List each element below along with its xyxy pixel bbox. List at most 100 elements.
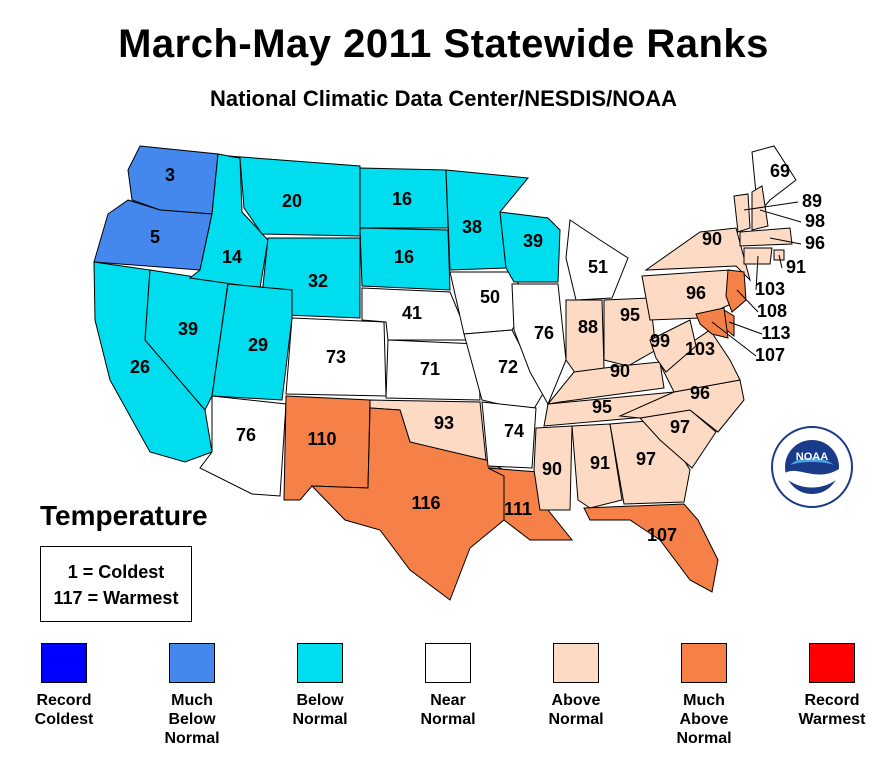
legend-item-above: Above Normal — [516, 643, 636, 729]
rank-label-alabama: 91 — [590, 453, 610, 473]
legend-item-record-warmest: Record Warmest — [772, 643, 887, 729]
rank-label-new-jersey: 108 — [757, 301, 787, 321]
rank-label-ohio: 95 — [620, 305, 640, 325]
map-subtitle: National Climatic Data Center/NESDIS/NOA… — [210, 86, 677, 111]
rank-label-idaho: 14 — [222, 247, 242, 267]
rank-label-michigan: 51 — [588, 257, 608, 277]
noaa-logo-text: NOAA — [796, 451, 828, 463]
rank-label-california: 26 — [130, 357, 150, 377]
state-virginia — [659, 329, 741, 393]
rank-label-florida: 107 — [647, 525, 677, 545]
rank-label-louisiana: 111 — [504, 499, 532, 519]
rank-label-vermont: 89 — [802, 191, 822, 211]
rank-label-west-virginia: 99 — [650, 331, 670, 351]
legend-label: Much Above Normal — [676, 692, 732, 747]
leader-line-vermont — [743, 201, 799, 211]
rank-label-colorado: 73 — [326, 347, 346, 367]
state-new-york — [644, 227, 751, 282]
legend-swatch — [553, 643, 599, 683]
state-mississippi — [533, 425, 573, 511]
state-massachusetts — [739, 227, 793, 247]
legend-item-much-above: Much Above Normal — [644, 643, 764, 748]
rank-label-rhode-island: 91 — [786, 257, 806, 277]
rank-label-kentucky: 90 — [610, 361, 630, 381]
map-title: March-May 2011 Statewide Ranks — [118, 22, 769, 66]
legend-label: Above Normal — [548, 692, 604, 728]
rank-label-kansas: 71 — [420, 359, 440, 379]
leader-line-massachusetts — [769, 237, 802, 245]
leader-line-new-hampshire — [759, 209, 802, 223]
legend-label: Record Warmest — [798, 692, 866, 728]
scale-low-label: 1 = Coldest — [67, 562, 165, 582]
rank-label-missouri: 72 — [498, 357, 518, 377]
rank-label-new-mexico: 110 — [307, 429, 336, 449]
rank-label-nebraska: 41 — [402, 303, 422, 323]
rank-label-north-carolina: 96 — [690, 383, 710, 403]
state-vermont — [733, 193, 751, 233]
rank-label-south-dakota: 16 — [394, 247, 414, 267]
rank-label-illinois: 76 — [534, 323, 554, 343]
state-texas — [310, 407, 505, 601]
rank-label-arkansas: 74 — [504, 421, 524, 441]
rank-label-connecticut: 103 — [755, 279, 785, 299]
state-arizona — [199, 395, 287, 497]
rank-label-washington: 3 — [165, 165, 175, 185]
temperature-heading: Temperature — [40, 500, 208, 531]
state-ohio — [603, 297, 657, 367]
legend-swatch — [169, 643, 215, 683]
rank-label-virginia: 103 — [685, 339, 715, 359]
rank-label-massachusetts: 96 — [805, 233, 825, 253]
legend-label: Near Normal — [420, 692, 476, 728]
rank-label-tennessee: 95 — [592, 397, 612, 417]
rank-label-south-carolina: 97 — [670, 417, 690, 437]
leader-line-new-jersey — [736, 289, 759, 313]
noaa-logo-icon: NOAA — [771, 426, 853, 508]
rank-label-georgia: 97 — [636, 449, 656, 469]
legend-swatch — [297, 643, 343, 683]
rank-label-montana: 20 — [282, 191, 302, 211]
state-wisconsin — [499, 211, 561, 283]
rank-label-nevada: 39 — [178, 319, 198, 339]
state-maryland — [695, 307, 729, 339]
legend-label: Much Below Normal — [164, 692, 220, 747]
state-montana — [227, 155, 361, 237]
rank-label-texas: 116 — [411, 493, 440, 513]
state-alabama — [571, 423, 623, 509]
state-arkansas — [481, 401, 537, 469]
legend-swatch — [809, 643, 855, 683]
rank-label-wisconsin: 39 — [523, 231, 543, 251]
legend-label: Below Normal — [292, 692, 348, 728]
rank-label-mississippi: 90 — [542, 459, 562, 479]
rank-label-maine: 69 — [770, 161, 790, 181]
state-florida — [583, 503, 719, 593]
state-kansas — [385, 339, 481, 401]
leader-line-connecticut — [755, 255, 759, 291]
legend-item-below: Below Normal — [260, 643, 380, 729]
legend-swatch — [41, 643, 87, 683]
state-missouri — [463, 329, 545, 413]
rank-label-pennsylvania: 96 — [686, 283, 706, 303]
state-utah — [211, 283, 293, 401]
legend-label: Record Coldest — [34, 692, 94, 728]
rank-label-utah: 29 — [248, 335, 268, 355]
leader-line-maryland — [711, 321, 757, 357]
rank-label-oregon: 5 — [150, 227, 160, 247]
rank-label-oklahoma: 93 — [434, 413, 454, 433]
rank-label-new-hampshire: 98 — [805, 211, 825, 231]
rank-label-indiana: 88 — [578, 317, 598, 337]
rank-label-wyoming: 32 — [308, 271, 328, 291]
state-south-dakota — [359, 227, 451, 291]
rank-label-new-york: 90 — [702, 229, 722, 249]
rank-label-delaware: 113 — [761, 323, 790, 343]
legend-swatch — [425, 643, 471, 683]
rank-label-maryland: 107 — [755, 345, 785, 365]
state-west-virginia — [649, 319, 697, 373]
rank-scale-box: 1 = Coldest 117 = Warmest — [40, 546, 192, 622]
leader-line-rhode-island — [778, 254, 783, 269]
rank-label-iowa: 50 — [480, 287, 500, 307]
state-new-jersey — [725, 269, 747, 313]
state-indiana — [565, 299, 605, 375]
leader-line-delaware — [728, 321, 763, 335]
legend-swatch — [681, 643, 727, 683]
